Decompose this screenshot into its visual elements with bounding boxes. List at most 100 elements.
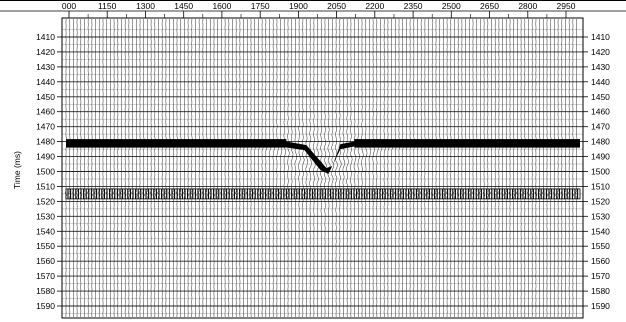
seismic-trace xyxy=(482,19,487,318)
seismic-trace xyxy=(564,18,568,317)
seismic-trace xyxy=(138,18,142,318)
top-axis-tick-label: 2350 xyxy=(404,1,423,11)
seismic-trace xyxy=(434,18,438,317)
left-axis-tick-label: 1450 xyxy=(36,92,55,102)
top-axis-tick-label: 2950 xyxy=(557,1,576,11)
seismic-trace xyxy=(360,19,364,318)
left-axis-tick-label: 1510 xyxy=(36,181,55,191)
seismic-trace xyxy=(201,18,205,318)
seismic-trace xyxy=(290,18,294,318)
seismic-trace xyxy=(390,18,394,318)
seismic-trace xyxy=(368,18,372,317)
seismic-trace xyxy=(386,18,390,318)
strong-reflector-band-left xyxy=(66,139,287,148)
seismic-trace xyxy=(164,18,168,318)
seismic-trace xyxy=(242,18,246,317)
seismic-trace xyxy=(427,19,431,318)
seismic-trace xyxy=(308,18,312,317)
seismic-trace xyxy=(260,18,264,318)
seismic-trace xyxy=(530,18,534,318)
top-axis-tick-label: 1750 xyxy=(251,1,270,11)
seismic-trace xyxy=(490,19,494,318)
right-axis-tick-label: 1490 xyxy=(591,152,610,162)
seismic-trace xyxy=(179,18,183,317)
seismic-trace xyxy=(264,18,268,318)
seismic-trace xyxy=(220,18,224,318)
seismic-trace xyxy=(438,18,442,317)
seismic-trace xyxy=(304,18,309,317)
right-axis-tick-label: 1460 xyxy=(591,107,610,117)
seismic-trace xyxy=(234,19,239,318)
left-axis-tick-label: 1570 xyxy=(36,271,55,281)
left-axis-tick-label: 1530 xyxy=(36,211,55,221)
reflector-event-group xyxy=(65,139,581,200)
seismic-trace xyxy=(560,18,564,317)
seismic-trace xyxy=(256,18,261,318)
seismic-trace xyxy=(545,19,549,318)
seismic-trace xyxy=(416,18,420,318)
top-axis-tick-label: 2650 xyxy=(480,1,499,11)
right-axis-tick-label: 1480 xyxy=(591,137,610,147)
seismic-trace xyxy=(316,18,320,317)
seismic-trace xyxy=(534,18,538,318)
left-axis-tick-label: 1520 xyxy=(36,196,55,206)
seismic-trace xyxy=(75,18,80,318)
right-axis-tick-label: 1430 xyxy=(591,62,610,72)
left-axis-tick-label: 1470 xyxy=(36,122,55,132)
seismic-trace xyxy=(345,18,349,318)
right-time-axis: 1410 1420 1430 1440 1450 1460 1470 1480 1490 1500… xyxy=(583,32,610,311)
trace-group xyxy=(64,18,579,318)
seismic-trace xyxy=(364,19,368,318)
right-axis-tick-label: 1420 xyxy=(591,47,610,57)
seismic-trace xyxy=(312,18,316,317)
seismic-trace xyxy=(190,18,194,317)
seismic-trace xyxy=(212,18,216,318)
seismic-trace xyxy=(72,18,76,318)
seismic-trace xyxy=(519,18,523,318)
right-axis-tick-label: 1440 xyxy=(591,77,610,87)
seismic-trace xyxy=(556,18,560,317)
right-axis-tick-label: 1580 xyxy=(591,286,610,296)
right-axis-tick-label: 1590 xyxy=(591,301,610,311)
seismic-trace xyxy=(453,18,457,318)
seismic-trace xyxy=(160,18,164,318)
right-axis-tick-label: 1410 xyxy=(591,32,610,42)
left-axis-tick-label: 1540 xyxy=(36,226,55,236)
left-time-axis: 1410 1420 1430 1440 1450 1460 1470 1480 1490 1500… xyxy=(36,32,62,311)
right-axis-tick-label: 1540 xyxy=(591,226,610,236)
top-axis-tick-label: 1300 xyxy=(136,1,155,11)
seismic-trace xyxy=(571,18,575,318)
seismic-trace xyxy=(371,18,375,317)
seismic-trace xyxy=(512,18,516,318)
seismic-trace xyxy=(501,18,505,317)
left-axis-tick-label: 1440 xyxy=(36,77,55,87)
seismic-trace xyxy=(497,18,501,317)
top-axis-tick-label: 2050 xyxy=(327,1,346,11)
top-axis-tick-label: 1600 xyxy=(212,1,231,11)
seismic-trace xyxy=(205,18,209,318)
seismic-trace xyxy=(419,19,423,318)
left-axis-tick-label: 1420 xyxy=(36,47,55,57)
seismic-trace xyxy=(515,18,520,318)
seismic-trace xyxy=(382,18,387,318)
seismic-trace xyxy=(479,18,483,318)
seismic-trace xyxy=(282,18,286,318)
seismic-trace xyxy=(301,19,305,318)
left-axis-tick-label: 1500 xyxy=(36,167,55,177)
seismic-trace xyxy=(105,19,109,318)
seismic-trace xyxy=(538,18,542,318)
seismic-trace xyxy=(567,18,572,317)
seismic-trace xyxy=(445,18,449,318)
right-axis-tick-label: 1500 xyxy=(591,167,610,177)
seismic-trace xyxy=(404,18,409,318)
seismic-trace xyxy=(342,18,346,318)
diffraction-apex xyxy=(284,141,357,174)
seismic-trace xyxy=(271,18,275,318)
plot-border xyxy=(61,17,584,319)
seismic-trace xyxy=(523,18,527,318)
seismic-trace xyxy=(553,19,557,318)
seismic-trace xyxy=(183,18,187,317)
